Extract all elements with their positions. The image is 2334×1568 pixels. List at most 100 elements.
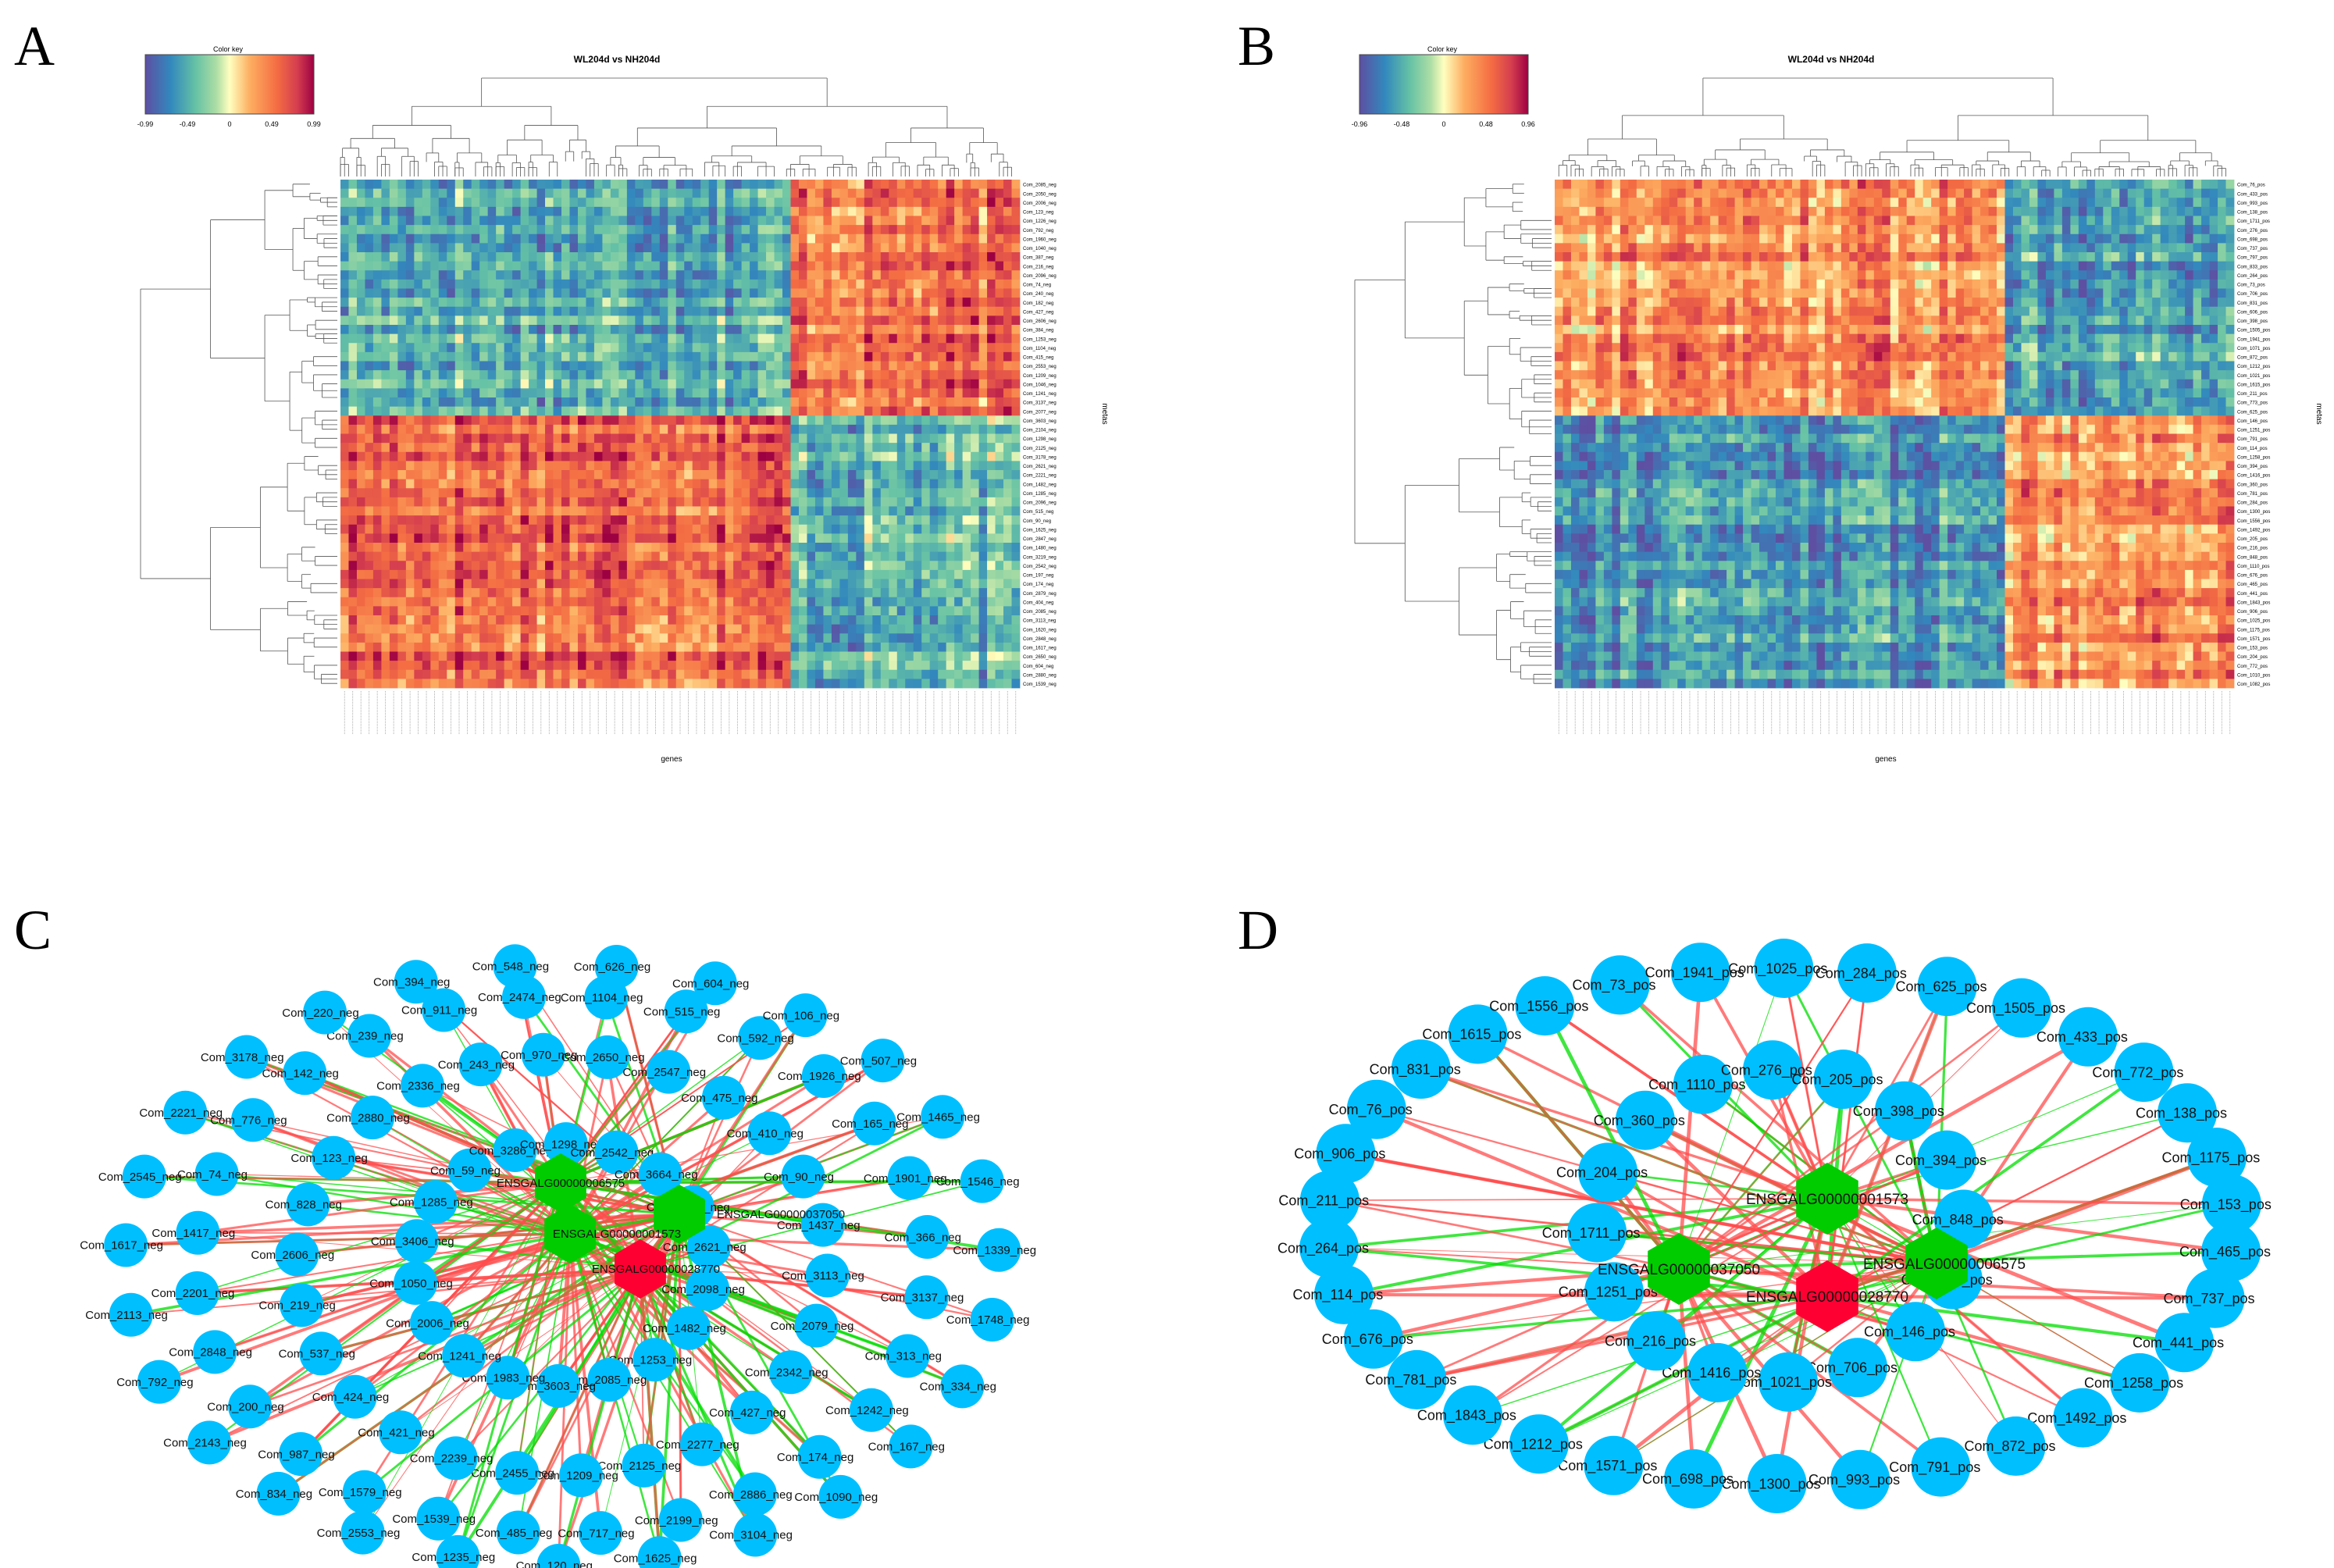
heatmap-cell <box>356 633 365 643</box>
heatmap-cell <box>929 561 939 571</box>
heatmap-cell <box>700 216 710 226</box>
heatmap-cell <box>1003 261 1012 271</box>
heatmap-cell <box>896 298 906 308</box>
heatmap-cell <box>896 343 906 353</box>
heatmap-cell <box>545 515 554 526</box>
heatmap-cell <box>626 451 636 461</box>
heatmap-cell <box>561 461 570 471</box>
heatmap-cell <box>512 624 521 634</box>
heatmap-cell <box>512 325 521 335</box>
heatmap-cell <box>577 470 586 480</box>
heatmap-cell <box>880 206 889 216</box>
heatmap-cell <box>839 180 849 190</box>
heatmap-cell <box>635 225 644 235</box>
heatmap-cell <box>586 424 595 434</box>
heatmap-cell <box>971 315 979 326</box>
heatmap-cell <box>807 651 816 661</box>
heatmap-cell <box>569 497 579 507</box>
heatmap-cell <box>782 206 791 216</box>
heatmap-cell <box>529 606 537 616</box>
heatmap-cell <box>479 361 489 371</box>
heatmap-cell <box>529 370 537 380</box>
heatmap-cell <box>520 315 529 326</box>
heatmap-cell <box>938 397 947 408</box>
heatmap-cell <box>626 406 636 416</box>
heatmap-cell <box>823 497 832 507</box>
heatmap-cell <box>569 298 579 308</box>
heatmap-cell <box>675 370 685 380</box>
heatmap-cell <box>675 415 685 426</box>
heatmap-cell <box>356 206 365 216</box>
heatmap-cell <box>577 261 586 271</box>
heatmap-cell <box>586 515 595 526</box>
heatmap-cell <box>946 206 955 216</box>
heatmap-cell <box>610 261 619 271</box>
heatmap-cell <box>766 315 775 326</box>
heatmap-cell <box>856 388 865 398</box>
heatmap-cell <box>553 606 562 616</box>
heatmap-cell <box>905 306 914 316</box>
heatmap-cell <box>348 188 358 198</box>
heatmap-cell <box>864 524 873 534</box>
heatmap-cell <box>725 279 734 289</box>
heatmap-cell <box>954 388 964 398</box>
heatmap-cell <box>938 424 947 434</box>
heatmap-cell <box>700 388 710 398</box>
heatmap-cell <box>733 433 743 444</box>
heatmap-cell <box>536 388 546 398</box>
heatmap-cell <box>356 551 365 561</box>
heatmap-cell <box>757 497 767 507</box>
heatmap-cell <box>798 669 807 679</box>
heatmap-cell <box>545 533 554 543</box>
heatmap-cell <box>782 333 791 344</box>
heatmap-cell <box>389 252 398 262</box>
heatmap-cell <box>798 533 807 543</box>
heatmap-cell <box>471 388 480 398</box>
heatmap-cell <box>757 198 767 208</box>
heatmap-cell <box>577 551 586 561</box>
heatmap-cell <box>602 606 611 616</box>
heatmap-cell <box>659 361 668 371</box>
heatmap-cell <box>356 488 365 498</box>
heatmap-cell <box>569 642 579 652</box>
heatmap-cell <box>913 488 922 498</box>
heatmap-cell <box>823 470 832 480</box>
heatmap-cell <box>553 461 562 471</box>
heatmap-cell <box>790 206 800 216</box>
heatmap-cell <box>397 306 407 316</box>
heatmap-cell <box>971 243 979 253</box>
heatmap-cell <box>896 306 906 316</box>
heatmap-cell <box>905 579 914 589</box>
heatmap-cell <box>529 288 537 298</box>
heatmap-cell <box>717 551 726 561</box>
heatmap-cell <box>405 325 415 335</box>
heatmap-cell <box>814 198 824 208</box>
heatmap-cell <box>561 470 570 480</box>
heatmap-cell <box>356 497 365 507</box>
heatmap-cell <box>651 615 661 625</box>
heatmap-cell <box>593 225 603 235</box>
heatmap-cell <box>372 306 382 316</box>
heatmap-cell <box>454 533 464 543</box>
heatmap-cell <box>995 615 1004 625</box>
heatmap-cell <box>479 661 489 671</box>
heatmap-cell <box>496 479 505 489</box>
heatmap-cell <box>962 606 971 616</box>
heatmap-cell <box>520 551 529 561</box>
heatmap-cell <box>512 206 521 216</box>
heatmap-cell <box>430 543 440 553</box>
heatmap-cell <box>1011 597 1021 607</box>
heatmap-cell <box>479 252 489 262</box>
heatmap-cell <box>504 661 513 671</box>
heatmap-cell <box>389 406 398 416</box>
heatmap-cell <box>487 551 497 561</box>
heatmap-cell <box>675 315 685 326</box>
heatmap-cell <box>692 370 701 380</box>
heatmap-cell <box>529 443 537 453</box>
heatmap-cell <box>913 252 922 262</box>
heatmap-cell <box>962 470 971 480</box>
heatmap-cell <box>610 388 619 398</box>
heatmap-cell <box>397 524 407 534</box>
heatmap-cell <box>725 388 734 398</box>
heatmap-cell <box>536 597 546 607</box>
